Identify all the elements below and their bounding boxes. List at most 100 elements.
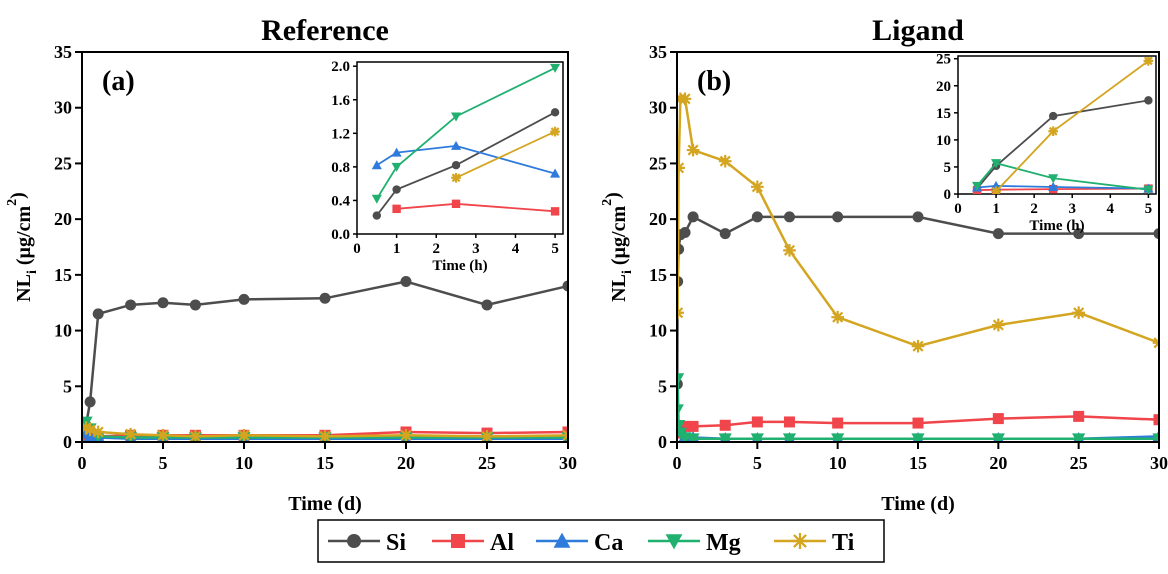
- point-ti: [1072, 306, 1085, 320]
- panel-title: Reference: [261, 14, 389, 47]
- point-mg: [1152, 433, 1158, 441]
- point-si: [1153, 228, 1158, 240]
- point-ti: [83, 421, 93, 434]
- inset-line-mg: [376, 67, 556, 200]
- inset-x-tick-label: 5: [551, 241, 559, 257]
- point-mg: [750, 433, 764, 441]
- y-axis-title-part: (µg/cm: [13, 206, 35, 271]
- inset-x-tick-label: 3: [472, 241, 480, 257]
- inset-y-tick-label: 25: [936, 52, 951, 68]
- inset-y-tick-label: 2.0: [331, 59, 350, 75]
- y-tick-label: 15: [54, 265, 72, 285]
- inset-point-ca: [1048, 181, 1059, 191]
- legend-item-ca: Ca: [536, 530, 623, 556]
- series-mg: [678, 373, 1158, 441]
- inset-line-mg: [976, 162, 1149, 191]
- point-si: [189, 299, 201, 311]
- inset-x-axis-title: Time (h): [1029, 218, 1084, 234]
- legend-marker: [791, 532, 809, 550]
- point-mg: [686, 433, 700, 441]
- legend-label: Mg: [706, 530, 741, 556]
- inset-point-mg: [391, 162, 402, 172]
- x-tick-label: 30: [1150, 453, 1168, 473]
- x-tick-label: 25: [1070, 453, 1088, 473]
- point-si: [92, 308, 104, 320]
- x-tick-label: 5: [753, 453, 762, 473]
- series-ti: [83, 421, 567, 441]
- inset-x-tick-label: 1: [992, 201, 1000, 217]
- x-tick-label: 5: [159, 453, 168, 473]
- inset-series-ti: [991, 57, 1154, 194]
- inset-point-ti: [991, 186, 1001, 194]
- point-al: [679, 420, 691, 432]
- point-ti: [189, 430, 202, 441]
- x-tick-label: 10: [829, 453, 847, 473]
- point-al: [832, 417, 844, 429]
- inset-series-ca: [371, 140, 561, 178]
- point-al: [912, 417, 924, 429]
- point-ti: [318, 430, 332, 441]
- point-mg: [718, 433, 732, 441]
- y-tick-label: 10: [54, 321, 72, 341]
- inset-point-ca: [371, 160, 382, 170]
- point-al: [992, 413, 1004, 425]
- inset-point-mg: [1048, 174, 1059, 184]
- legend-marker: [347, 534, 361, 548]
- y-tick-label: 0: [658, 432, 667, 452]
- inset-y-tick-label: 1.6: [331, 93, 350, 109]
- panel-title: Ligand: [872, 14, 964, 47]
- inset-point-mg: [371, 194, 382, 204]
- inset-x-tick-label: 4: [1107, 201, 1115, 217]
- y-tick-label: 35: [54, 42, 72, 62]
- point-si: [719, 228, 731, 240]
- legend-marker: [553, 532, 571, 548]
- point-si: [84, 396, 96, 408]
- y-axis-title-part: NL: [608, 274, 630, 302]
- y-tick-label: 10: [649, 321, 667, 341]
- point-ti: [237, 428, 251, 441]
- inset-line-ca: [376, 144, 556, 175]
- y-axis-title-part: 2: [5, 199, 20, 206]
- inset-point-mg: [450, 112, 462, 122]
- y-tick-label: 20: [649, 209, 667, 229]
- point-mg: [782, 433, 797, 441]
- inset-line-ca: [976, 184, 1149, 190]
- y-tick-label: 15: [649, 265, 667, 285]
- point-si: [562, 280, 567, 292]
- inset-point-mg: [971, 181, 983, 191]
- point-ti: [156, 428, 170, 441]
- point-si: [992, 228, 1004, 240]
- inset-y-tick-label: 10: [936, 133, 951, 149]
- inset-series-mg: [371, 63, 561, 204]
- y-tick-label: 30: [649, 98, 667, 118]
- point-al: [1153, 414, 1158, 426]
- y-tick-label: 25: [54, 153, 72, 173]
- y-tick-label: 20: [54, 209, 72, 229]
- y-axis-title-part: (µg/cm: [608, 206, 630, 271]
- x-tick-label: 10: [235, 453, 253, 473]
- inset-point-ti: [1143, 57, 1154, 66]
- point-mg: [831, 433, 845, 441]
- inset-point-ti: [1048, 126, 1059, 137]
- legend-label: Al: [490, 530, 514, 556]
- point-ti: [992, 318, 1005, 332]
- point-si: [157, 297, 169, 309]
- inset-series-ti: [451, 126, 560, 183]
- y-axis-title-part: 2: [600, 199, 615, 206]
- inset-point-si: [372, 211, 382, 220]
- inset-line-si: [976, 99, 1149, 190]
- point-si: [832, 211, 844, 223]
- point-mg: [678, 404, 684, 416]
- inset-y-tick-label: 1.2: [331, 126, 350, 142]
- inset-x-tick-label: 3: [1068, 201, 1076, 217]
- y-tick-label: 5: [63, 376, 72, 396]
- x-tick-label: 20: [989, 453, 1007, 473]
- point-si: [783, 211, 795, 223]
- inset-point-al: [550, 207, 560, 216]
- y-tick-label: 35: [649, 42, 667, 62]
- point-si: [912, 211, 924, 223]
- legend-item-si: Si: [328, 530, 406, 556]
- inset-point-mg: [991, 159, 1002, 169]
- inset-x-tick-label: 1: [393, 241, 401, 257]
